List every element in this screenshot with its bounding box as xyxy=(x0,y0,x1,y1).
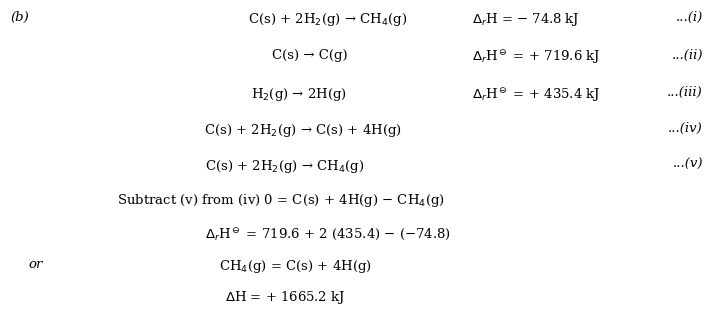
Text: ...(iii): ...(iii) xyxy=(667,86,703,99)
Text: or: or xyxy=(29,258,43,271)
Text: H$_2$(g) → 2H(g): H$_2$(g) → 2H(g) xyxy=(251,86,348,103)
Text: C(s) + 2H$_2$(g) → C(s) + 4H(g): C(s) + 2H$_2$(g) → C(s) + 4H(g) xyxy=(204,122,402,139)
Text: $\Delta_r$H$^\ominus$ = 719.6 + 2 (435.4) − (−74.8): $\Delta_r$H$^\ominus$ = 719.6 + 2 (435.4… xyxy=(205,227,451,243)
Text: $\Delta$H = + 1665.2 kJ: $\Delta$H = + 1665.2 kJ xyxy=(225,289,345,305)
Text: ...(v): ...(v) xyxy=(673,158,703,171)
Text: ...(i): ...(i) xyxy=(676,11,703,24)
Text: Subtract (v) from (iv) 0 = C(s) + 4H(g) − CH$_4$(g): Subtract (v) from (iv) 0 = C(s) + 4H(g) … xyxy=(118,192,445,209)
Text: CH$_4$(g) = C(s) + 4H(g): CH$_4$(g) = C(s) + 4H(g) xyxy=(219,258,372,275)
Text: ...(ii): ...(ii) xyxy=(671,49,703,62)
Text: C(s) + 2H$_2$(g) → CH$_4$(g): C(s) + 2H$_2$(g) → CH$_4$(g) xyxy=(205,158,365,175)
Text: $\Delta_r$H$^\ominus$ = + 435.4 kJ: $\Delta_r$H$^\ominus$ = + 435.4 kJ xyxy=(472,86,601,104)
Text: C(s) + 2H$_2$(g) → CH$_4$(g): C(s) + 2H$_2$(g) → CH$_4$(g) xyxy=(248,11,408,28)
Text: ...(iv): ...(iv) xyxy=(668,122,703,135)
Text: (b): (b) xyxy=(11,11,30,24)
Text: $\Delta_r$H$^\ominus$ = + 719.6 kJ: $\Delta_r$H$^\ominus$ = + 719.6 kJ xyxy=(472,49,601,66)
Text: $\Delta_r$H = − 74.8 kJ: $\Delta_r$H = − 74.8 kJ xyxy=(472,11,580,28)
Text: C(s) → C(g): C(s) → C(g) xyxy=(273,49,348,62)
